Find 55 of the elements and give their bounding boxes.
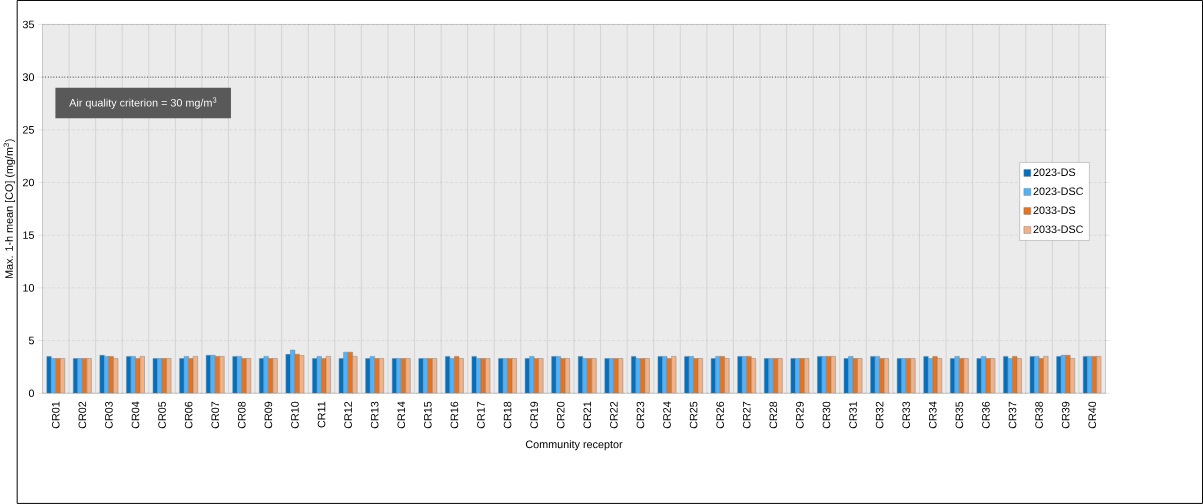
y-tick-label: 0: [28, 389, 35, 398]
x-tick-label: CR21: [583, 401, 592, 429]
x-tick-label: CR10: [291, 401, 299, 429]
x-tick-label: CR15: [424, 401, 432, 429]
legend-label: 2023-DSC: [1033, 187, 1084, 196]
x-tick-label: CR18: [503, 401, 512, 429]
legend-label: 2023-DS: [1033, 168, 1076, 177]
x-tick-label: CR27: [742, 401, 751, 429]
y-tick-label: 10: [23, 284, 35, 292]
x-tick-label: CR39: [1061, 401, 1070, 429]
x-tick-label: CR40: [1088, 401, 1097, 429]
x-tick-label: CR22: [610, 401, 618, 429]
y-tick-label: 5: [28, 336, 34, 345]
x-tick-label: CR05: [158, 401, 166, 429]
x-tick-label: CR37: [1008, 401, 1017, 429]
y-tick-label: 20: [22, 178, 35, 187]
x-tick-label: CR03: [105, 401, 113, 429]
x-tick-label: CR36: [982, 401, 990, 429]
x-tick-label: CR35: [955, 401, 964, 429]
x-tick-label: CR19: [530, 401, 538, 429]
y-tick-label: 35: [22, 20, 34, 29]
x-tick-label: CR11: [317, 401, 326, 428]
x-tick-label: CR34: [928, 401, 937, 429]
x-tick-label: CR07: [211, 401, 220, 429]
x-tick-label: CR31: [849, 401, 857, 429]
x-tick-label: CR20: [556, 401, 565, 429]
x-tick-label: CR16: [450, 401, 459, 429]
x-tick-label: CR29: [796, 401, 804, 429]
legend-label: 2033-DS: [1033, 206, 1076, 215]
x-tick-label: CR32: [875, 401, 884, 429]
x-tick-label: CR13: [370, 401, 379, 429]
x-tick-label: CR28: [769, 401, 778, 429]
x-tick-label: CR04: [131, 401, 140, 429]
x-tick-label: CR06: [184, 401, 193, 429]
y-tick-label: 25: [22, 126, 34, 134]
x-tick-label: CR14: [397, 401, 406, 429]
x-tick-label: CR38: [1035, 401, 1043, 429]
x-tick-label: CR17: [477, 401, 485, 429]
legend-label: 2033-DSC: [1033, 225, 1084, 234]
y-tick-label: 15: [23, 231, 34, 240]
x-tick-label: CR26: [716, 401, 724, 429]
ref-line-label: Air quality criterion = 30 mg/m$^{3}$: [69, 97, 217, 109]
x-tick-label: CR12: [344, 401, 352, 429]
x-tick-label: CR25: [689, 401, 698, 429]
x-tick-label: CR08: [237, 401, 246, 429]
x-tick-label: CR01: [51, 401, 60, 429]
x-tick-label: CR33: [902, 401, 911, 429]
x-tick-label: CR30: [822, 401, 831, 429]
y-tick-label: 30: [22, 73, 35, 82]
x-tick-label: CR23: [636, 401, 645, 429]
y-axis-title: Max. 1-h mean [CO] (mg/m$^{3}$): [3, 139, 16, 279]
x-tick-label: CR02: [78, 401, 87, 429]
x-tick-label: CR24: [663, 401, 671, 429]
x-axis-title: Community receptor: [525, 440, 623, 451]
x-tick-label: CR09: [264, 401, 273, 429]
